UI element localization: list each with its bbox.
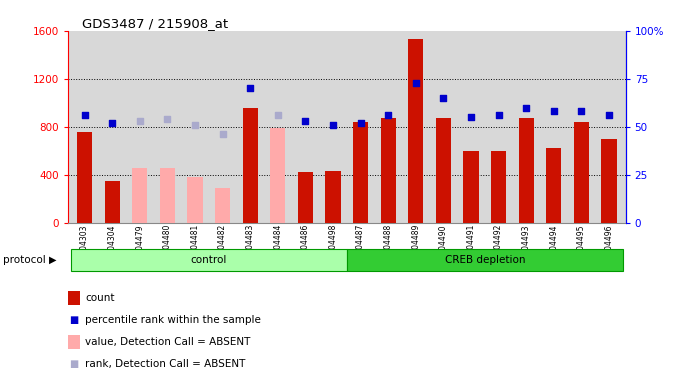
Point xyxy=(521,104,532,111)
Point xyxy=(135,118,146,124)
Point xyxy=(604,112,615,118)
Point xyxy=(576,108,587,114)
Point xyxy=(383,112,394,118)
Bar xyxy=(160,167,175,223)
Text: control: control xyxy=(190,255,227,265)
Point xyxy=(548,108,559,114)
Point xyxy=(410,79,421,86)
Bar xyxy=(347,249,623,271)
Point xyxy=(162,116,173,122)
Bar xyxy=(243,108,258,223)
Bar xyxy=(326,171,341,223)
Text: count: count xyxy=(85,293,114,303)
Point xyxy=(190,122,201,128)
Bar xyxy=(77,131,92,223)
Point xyxy=(273,112,284,118)
Bar xyxy=(546,148,562,223)
Point xyxy=(217,131,228,137)
Text: CREB depletion: CREB depletion xyxy=(445,255,525,265)
Bar xyxy=(574,122,589,223)
Point xyxy=(466,114,477,120)
Point xyxy=(355,120,366,126)
Bar xyxy=(464,151,479,223)
Point xyxy=(107,120,118,126)
Bar xyxy=(353,122,368,223)
Bar xyxy=(381,118,396,223)
Text: percentile rank within the sample: percentile rank within the sample xyxy=(85,315,261,325)
Bar xyxy=(188,177,203,223)
Text: ■: ■ xyxy=(69,359,79,369)
Bar xyxy=(270,128,286,223)
Point xyxy=(493,112,504,118)
Text: protocol: protocol xyxy=(3,255,46,265)
Bar xyxy=(215,188,230,223)
Text: ▶: ▶ xyxy=(49,255,56,265)
Point xyxy=(328,122,339,128)
Bar xyxy=(436,118,451,223)
Point xyxy=(79,112,90,118)
Point xyxy=(438,95,449,101)
Bar xyxy=(519,118,534,223)
Bar xyxy=(298,172,313,223)
Text: rank, Detection Call = ABSENT: rank, Detection Call = ABSENT xyxy=(85,359,245,369)
Text: GDS3487 / 215908_at: GDS3487 / 215908_at xyxy=(82,17,228,30)
Bar xyxy=(601,139,617,223)
Bar xyxy=(408,39,424,223)
Bar xyxy=(132,167,148,223)
Text: ■: ■ xyxy=(69,315,79,325)
Bar xyxy=(71,249,347,271)
Bar xyxy=(105,181,120,223)
Bar xyxy=(491,151,506,223)
Point xyxy=(245,85,256,91)
Text: value, Detection Call = ABSENT: value, Detection Call = ABSENT xyxy=(85,337,250,347)
Point xyxy=(300,118,311,124)
